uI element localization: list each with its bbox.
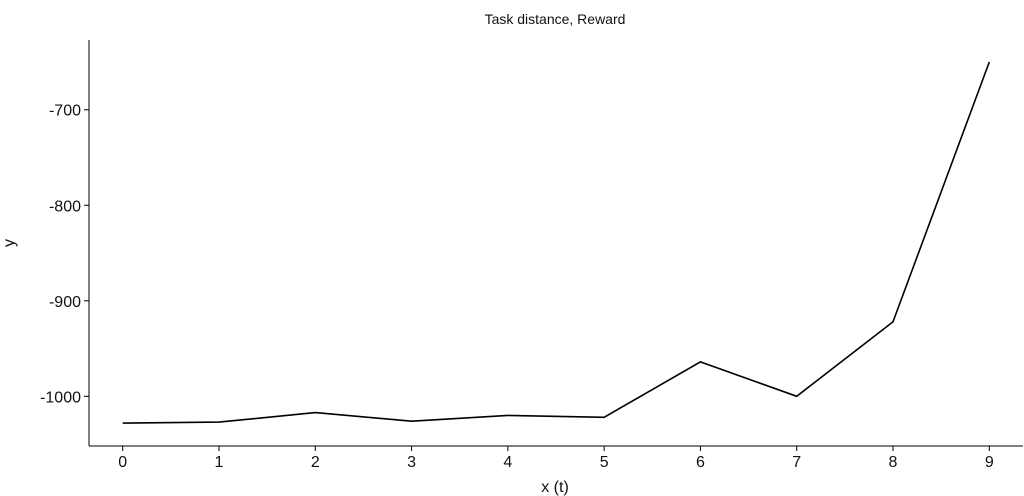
- y-axis-ticks: -1000 -900 -800 -700: [40, 103, 89, 406]
- x-tick-label: 9: [985, 454, 994, 471]
- x-axis-label: x (t): [541, 479, 569, 496]
- x-tick-label: 7: [792, 454, 801, 471]
- x-tick-label: 8: [889, 454, 898, 471]
- x-tick-label: 3: [407, 454, 416, 471]
- y-tick-label: -700: [49, 103, 81, 120]
- y-tick-label: -1000: [40, 389, 81, 406]
- series-line: [122, 61, 991, 424]
- y-axis-label: y: [1, 239, 18, 247]
- x-tick-label: 4: [503, 454, 512, 471]
- y-tick-label: -900: [49, 294, 81, 311]
- x-axis-ticks: 0 1 2 3 4 5 6 7 8 9: [118, 446, 994, 471]
- x-tick-label: 6: [696, 454, 705, 471]
- y-tick-label: -800: [49, 198, 81, 215]
- x-tick-label: 5: [600, 454, 609, 471]
- x-tick-label: 2: [311, 454, 320, 471]
- x-tick-label: 1: [215, 454, 224, 471]
- x-tick-label: 0: [118, 454, 127, 471]
- chart-title: Task distance, Reward: [485, 11, 626, 27]
